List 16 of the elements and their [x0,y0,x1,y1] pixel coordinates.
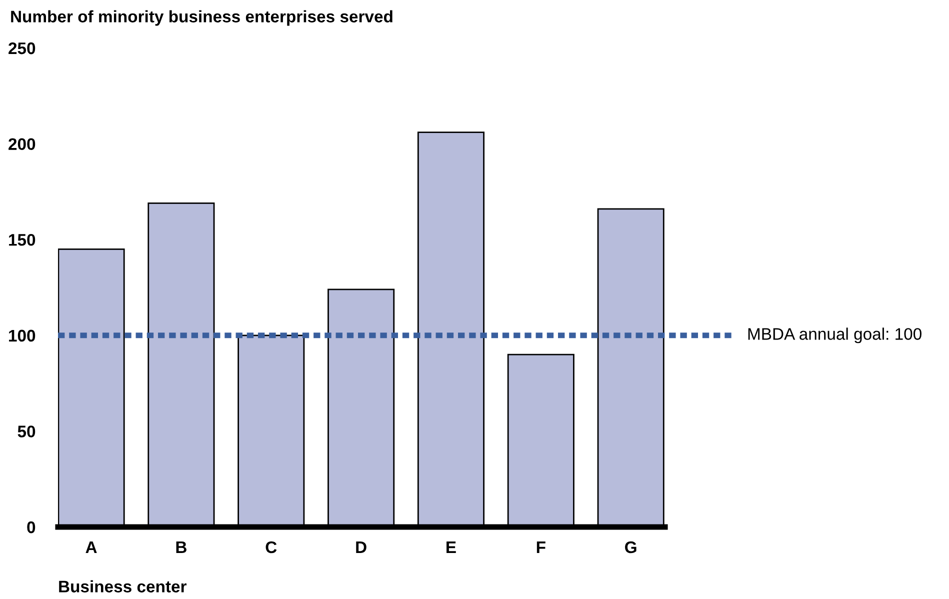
y-axis-title: Number of minority business enterprises served [11,10,392,26]
x-tick-label: G [625,541,636,554]
x-tick-label: A [86,542,97,553]
x-tick-label: B [176,542,186,553]
x-tick-label: E [446,542,456,553]
y-tick-label: 250 [8,42,36,54]
y-tick-label: 150 [9,234,36,246]
x-tick-label: F [536,542,546,553]
x-tick-label: C [266,541,277,554]
y-tick-label: 0 [27,521,36,534]
x-axis-title: Business center [59,580,187,592]
y-tick-label: 50 [18,426,36,438]
y-tick-label: 200 [8,138,36,150]
y-tick-label: 100 [9,330,36,342]
x-tick-label: D [356,542,366,553]
ref-line-label: MBDA annual goal: 100 [748,328,922,344]
